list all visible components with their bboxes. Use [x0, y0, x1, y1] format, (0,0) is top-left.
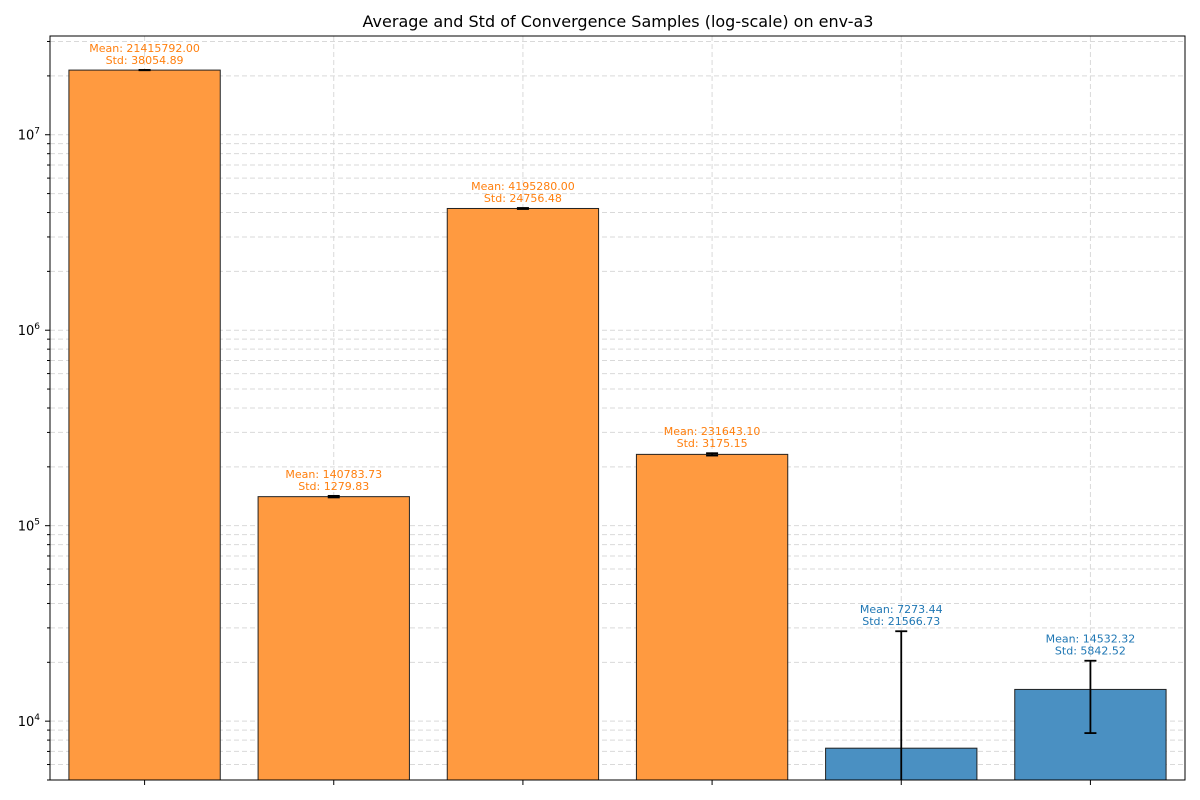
- bar: [446, 207, 600, 781]
- std-label: Std: 24756.48: [484, 192, 562, 205]
- std-label: Std: 21566.73: [862, 615, 940, 628]
- std-label: Std: 1279.83: [298, 480, 369, 493]
- bar: [257, 496, 410, 781]
- chart-title: Average and Std of Convergence Samples (…: [363, 12, 874, 31]
- bar: [635, 453, 789, 781]
- std-label: Std: 38054.89: [106, 54, 184, 67]
- mean-label: Mean: 21415792.00: [89, 42, 200, 55]
- mean-label: Mean: 231643.10: [664, 425, 761, 438]
- y-tick-label: 104: [18, 713, 41, 730]
- mean-label: Mean: 7273.44: [860, 603, 943, 616]
- mean-label: Mean: 14532.32: [1046, 633, 1136, 646]
- axes: 104 105 106 107: [18, 35, 1186, 785]
- bars: [68, 69, 1167, 781]
- y-tick-label: 107: [18, 127, 40, 144]
- grid: [50, 36, 1185, 781]
- std-label: Std: 3175.15: [677, 437, 748, 450]
- std-label: Std: 5842.52: [1055, 645, 1126, 658]
- error-bars: [138, 69, 1097, 780]
- y-tick-label: 106: [18, 322, 41, 339]
- bar: [68, 69, 221, 781]
- mean-label: Mean: 4195280.00: [471, 180, 575, 193]
- y-tick-label: 105: [18, 518, 40, 535]
- mean-label: Mean: 140783.73: [285, 468, 382, 481]
